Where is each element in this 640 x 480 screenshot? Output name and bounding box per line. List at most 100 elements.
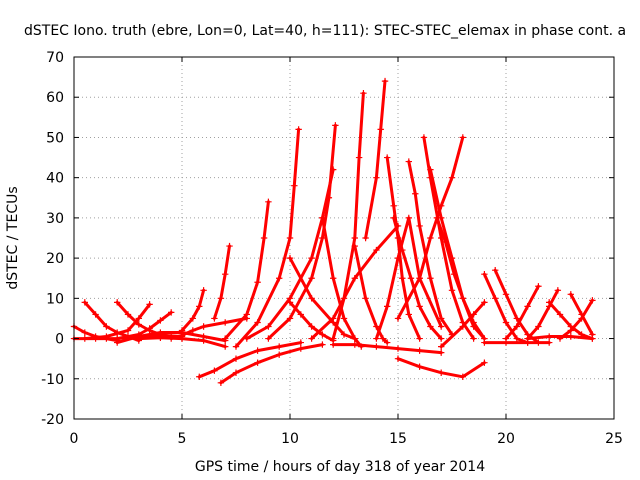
series-arc bbox=[330, 90, 367, 342]
data-point bbox=[416, 222, 423, 230]
data-point bbox=[232, 369, 240, 376]
data-point bbox=[394, 345, 402, 352]
series-line bbox=[439, 300, 486, 349]
data-point bbox=[578, 315, 585, 322]
data-point bbox=[332, 122, 339, 129]
data-point bbox=[438, 323, 445, 330]
data-point bbox=[450, 271, 458, 278]
series-line bbox=[407, 160, 454, 336]
series-line bbox=[266, 123, 337, 341]
data-point bbox=[135, 315, 142, 322]
data-point bbox=[222, 335, 229, 342]
data-point bbox=[394, 355, 402, 362]
data-point bbox=[200, 323, 207, 330]
data-point bbox=[319, 214, 326, 222]
series-arc bbox=[308, 222, 402, 342]
series-arc bbox=[384, 154, 423, 342]
data-point bbox=[196, 303, 203, 310]
series-line bbox=[212, 244, 231, 320]
data-point bbox=[286, 299, 294, 306]
data-point bbox=[416, 363, 423, 370]
y-tick-label: 60 bbox=[46, 90, 64, 106]
y-tick-label: 20 bbox=[46, 251, 64, 267]
data-point bbox=[373, 323, 380, 330]
data-point bbox=[330, 315, 337, 322]
data-point bbox=[416, 275, 423, 282]
data-point bbox=[416, 347, 423, 354]
y-axis-label: dSTEC / TECUs bbox=[5, 186, 21, 289]
series-line bbox=[526, 335, 594, 341]
series-arc bbox=[211, 242, 233, 322]
data-point bbox=[377, 126, 384, 133]
data-point bbox=[254, 279, 261, 286]
data-point bbox=[589, 297, 596, 304]
series-arc bbox=[546, 299, 596, 342]
data-point bbox=[416, 335, 423, 342]
data-point bbox=[459, 134, 466, 141]
data-point bbox=[286, 234, 294, 242]
x-tick-label: 20 bbox=[497, 431, 515, 447]
axes: 0 5 10 15 20 25 -20 -10 0 10 20 30 40 50 60 70 bbox=[41, 50, 623, 447]
data-point bbox=[276, 275, 283, 282]
series-line bbox=[558, 298, 594, 341]
data-point bbox=[384, 339, 391, 346]
data-point bbox=[448, 174, 456, 181]
data-point bbox=[291, 182, 298, 189]
data-point bbox=[243, 335, 250, 342]
series-arc bbox=[502, 283, 542, 342]
y-tick-label: -10 bbox=[41, 372, 64, 388]
data-point bbox=[427, 234, 434, 242]
data-point bbox=[502, 291, 510, 298]
series-arc bbox=[567, 291, 596, 338]
data-point bbox=[222, 343, 229, 350]
series-arc bbox=[438, 299, 488, 350]
data-point bbox=[276, 343, 283, 350]
series-arc bbox=[135, 334, 229, 350]
series-arc bbox=[394, 134, 466, 322]
data-point bbox=[265, 198, 272, 205]
data-point bbox=[168, 335, 175, 342]
series-arc bbox=[351, 242, 391, 346]
data-point bbox=[379, 335, 387, 342]
data-point bbox=[330, 335, 337, 342]
data-point bbox=[265, 335, 272, 342]
series-line bbox=[331, 91, 365, 341]
data-point bbox=[416, 303, 423, 310]
series-arc bbox=[286, 299, 337, 344]
x-tick-label: 0 bbox=[70, 431, 79, 447]
data-point bbox=[513, 315, 520, 322]
series-line bbox=[435, 216, 486, 341]
data-point bbox=[308, 323, 315, 330]
series-line bbox=[353, 244, 389, 345]
data-point bbox=[146, 301, 153, 308]
data-point bbox=[567, 291, 574, 298]
series-line bbox=[288, 300, 335, 343]
series-arc bbox=[232, 126, 302, 350]
data-point bbox=[442, 238, 449, 246]
series-line bbox=[396, 135, 465, 320]
data-point bbox=[492, 295, 499, 302]
data-point bbox=[427, 166, 434, 173]
data-point bbox=[433, 214, 441, 222]
series-arc bbox=[178, 287, 207, 334]
data-point bbox=[114, 339, 121, 346]
data-point bbox=[243, 311, 250, 318]
data-point bbox=[319, 341, 326, 348]
series-line bbox=[331, 343, 443, 355]
data-point bbox=[407, 275, 415, 282]
data-point bbox=[384, 303, 391, 310]
data-point bbox=[81, 299, 88, 306]
data-point bbox=[211, 367, 218, 374]
data-point bbox=[124, 327, 132, 334]
data-point bbox=[189, 327, 196, 334]
data-point bbox=[390, 202, 397, 210]
y-tick-label: 30 bbox=[46, 211, 64, 227]
data-point bbox=[157, 317, 164, 324]
data-point bbox=[286, 254, 294, 262]
series-arc bbox=[556, 297, 596, 342]
data-point bbox=[81, 329, 88, 336]
y-tick-label: 70 bbox=[46, 50, 64, 66]
data-point bbox=[330, 275, 337, 282]
data-point bbox=[448, 287, 456, 294]
